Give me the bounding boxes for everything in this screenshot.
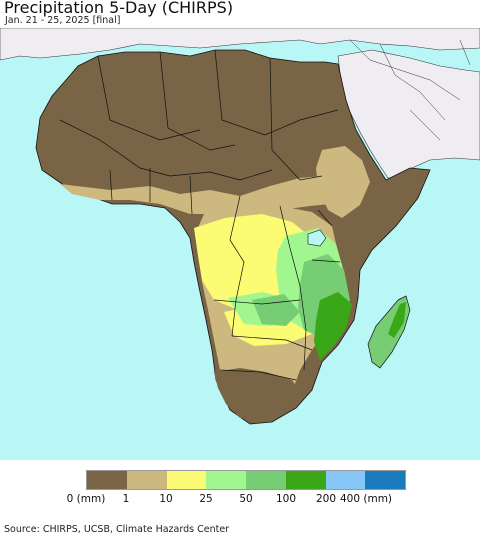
legend-swatch-25-50 [206, 471, 246, 489]
legend-tick-label: 10 [159, 493, 173, 505]
legend-swatch-10-25 [166, 471, 207, 489]
zambia-green [252, 294, 300, 326]
legend-tick-label: 200 [315, 493, 337, 505]
legend-swatch-50-100 [246, 471, 286, 489]
ethiopia-light [316, 146, 370, 218]
mozambique-darkgreen [314, 292, 352, 360]
legend-tick-label: 1 [122, 493, 130, 505]
legend-tick-label: 400 (mm) [339, 493, 393, 505]
sahel-light [60, 176, 336, 214]
south-africa-dry [214, 368, 300, 418]
arabia-land [337, 49, 480, 179]
legend-swatch-100-200 [285, 471, 326, 489]
legend-swatch-0-1 [87, 471, 127, 489]
legend-swatch-200-400 [325, 471, 366, 489]
legend-tick-label: 0 (mm) [66, 493, 106, 505]
legend-tick-label: 25 [199, 493, 213, 505]
lake-victoria [307, 229, 327, 247]
legend-color-bar [86, 470, 406, 490]
legend-swatch-1-10 [126, 471, 167, 489]
legend-tick-label: 100 [275, 493, 297, 505]
europe-land [0, 27, 480, 61]
map-title: Precipitation 5-Day (CHIRPS) [4, 0, 234, 17]
map-subtitle: Jan. 21 - 25, 2025 [final] [5, 15, 121, 26]
legend-swatch-400+ [365, 471, 405, 489]
source-credit: Source: CHIRPS, UCSB, Climate Hazards Ce… [4, 524, 230, 535]
legend-tick-label: 50 [239, 493, 253, 505]
precipitation-map [0, 27, 480, 460]
madagascar-wet [388, 302, 406, 338]
